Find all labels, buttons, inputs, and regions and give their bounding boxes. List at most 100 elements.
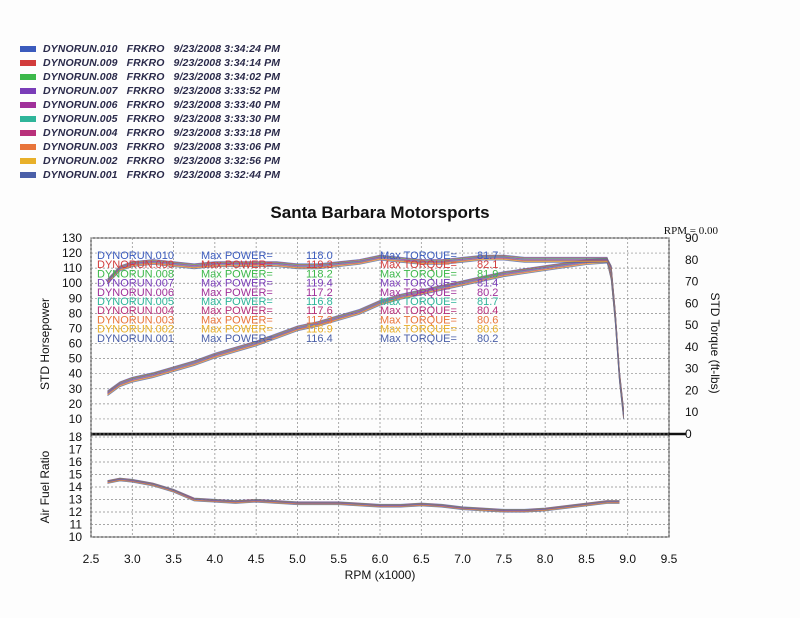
y-tick-label-left: 80 — [69, 306, 83, 320]
horsepower-line — [107, 260, 624, 413]
legend-label: DYNORUN.006 FRKRO 9/23/2008 3:33:40 PM — [43, 99, 281, 111]
legend-swatch — [20, 46, 36, 52]
horsepower-line — [107, 262, 624, 414]
afr-line — [107, 480, 620, 513]
annotation-torque-label: Max TORQUE= — [380, 268, 457, 280]
annotation-torque-label: Max TORQUE= — [380, 296, 457, 308]
annotation-torque-label: Max TORQUE= — [380, 305, 457, 317]
annotation-power-label: Max POWER= — [201, 278, 273, 290]
afr-tick-label: 15 — [69, 468, 83, 482]
legend-swatch — [20, 144, 36, 150]
annotation-run: DYNORUN.003 — [97, 314, 174, 326]
legend-swatch — [20, 116, 36, 122]
x-tick-label: 6.5 — [413, 552, 430, 566]
legend-swatch — [20, 172, 36, 178]
annotation-run: DYNORUN.005 — [97, 296, 174, 308]
torque-line — [107, 256, 624, 417]
x-tick-label: 4.0 — [207, 552, 224, 566]
torque-line — [107, 257, 624, 418]
x-tick-label: 2.5 — [83, 552, 100, 566]
torque-line — [107, 255, 624, 416]
annotation-power-label: Max POWER= — [201, 259, 273, 271]
legend-label: DYNORUN.003 FRKRO 9/23/2008 3:33:06 PM — [43, 141, 281, 153]
torque-line — [107, 255, 624, 415]
y-tick-label-right: 20 — [685, 383, 699, 397]
legend-item: DYNORUN.009 FRKRO 9/23/2008 3:34:14 PM — [20, 56, 280, 70]
annotation-run: DYNORUN.004 — [97, 305, 174, 317]
legend-swatch — [20, 60, 36, 66]
y-tick-label-right: 40 — [685, 340, 699, 354]
legend-label: DYNORUN.005 FRKRO 9/23/2008 3:33:30 PM — [43, 113, 281, 125]
annotation-power-value: 117.6 — [306, 305, 333, 317]
horsepower-line — [107, 262, 624, 414]
legend-item: DYNORUN.002 FRKRO 9/23/2008 3:32:56 PM — [20, 154, 280, 168]
annotation-power-label: Max POWER= — [201, 305, 273, 317]
annotation-torque-label: Max TORQUE= — [380, 259, 457, 271]
torque-line — [107, 259, 624, 420]
y-tick-label-left: 40 — [69, 367, 83, 381]
y-tick-label-right: 0 — [685, 427, 692, 441]
afr-tick-label: 18 — [69, 430, 83, 444]
annotation-torque-label: Max TORQUE= — [380, 278, 457, 290]
torque-line — [107, 254, 624, 415]
torque-line — [107, 259, 624, 419]
annotation-power-label: Max POWER= — [201, 296, 273, 308]
legend-label: DYNORUN.001 FRKRO 9/23/2008 3:32:44 PM — [43, 169, 281, 181]
annotation-torque-value: 81.4 — [477, 278, 498, 290]
annotation-run: DYNORUN.009 — [97, 259, 174, 271]
annotation-run: DYNORUN.002 — [97, 324, 174, 336]
legend-label: DYNORUN.008 FRKRO 9/23/2008 3:34:02 PM — [43, 71, 281, 83]
annotation-power-label: Max POWER= — [201, 287, 273, 299]
horsepower-line — [107, 259, 624, 411]
x-tick-label: 5.5 — [330, 552, 347, 566]
series-lines — [107, 254, 624, 513]
annotation-power-label: Max POWER= — [201, 250, 273, 262]
annotation-torque-label: Max TORQUE= — [380, 250, 457, 262]
legend-swatch — [20, 158, 36, 164]
y-tick-label-left: 70 — [69, 321, 83, 335]
x-tick-label: 8.5 — [578, 552, 595, 566]
afr-line — [107, 479, 620, 512]
annotation-power-value: 118.0 — [306, 250, 333, 262]
x-tick-label: 6.0 — [372, 552, 389, 566]
legend-item: DYNORUN.010 FRKRO 9/23/2008 3:34:24 PM — [20, 42, 280, 56]
chart-title: Santa Barbara Motorsports — [270, 203, 489, 222]
y-tick-label-right: 10 — [685, 405, 699, 419]
annotation-power-value: 119.4 — [306, 278, 333, 290]
legend-item: DYNORUN.003 FRKRO 9/23/2008 3:33:06 PM — [20, 140, 280, 154]
legend-label: DYNORUN.002 FRKRO 9/23/2008 3:32:56 PM — [43, 155, 281, 167]
legend-item: DYNORUN.008 FRKRO 9/23/2008 3:34:02 PM — [20, 70, 280, 84]
y-tick-label-right: 60 — [685, 296, 699, 310]
legend-swatch — [20, 130, 36, 136]
annotation-torque-value: 82.1 — [477, 259, 498, 271]
x-tick-labels: 2.5 3.0 3.5 4.0 4.5 5.0 5.5 6.0 6.5 7.0 7.5 8.0 8.5 9… — [83, 552, 678, 566]
legend-swatch — [20, 74, 36, 80]
legend-item: DYNORUN.007 FRKRO 9/23/2008 3:33:52 PM — [20, 84, 280, 98]
x-tick-label: 7.5 — [496, 552, 513, 566]
afr-tick-label: 12 — [69, 505, 83, 519]
x-tick-label: 9.0 — [619, 552, 636, 566]
annotation-torque-value: 80.2 — [477, 333, 498, 345]
annotation-run: DYNORUN.001 — [97, 333, 174, 345]
annotation-torque-value: 80.6 — [477, 324, 498, 336]
annotation-power-value: 119.3 — [306, 259, 333, 271]
annotation-power-value: 117.2 — [306, 287, 333, 299]
afr-tick-label: 14 — [69, 480, 83, 494]
annotation-power-value: 116.4 — [306, 333, 333, 345]
annotation-power-value: 117.3 — [306, 314, 333, 326]
y-tick-label-right: 50 — [685, 318, 699, 332]
y-tick-label-right: 70 — [685, 275, 699, 289]
legend-label: DYNORUN.004 FRKRO 9/23/2008 3:33:18 PM — [43, 127, 281, 139]
legend-label: DYNORUN.007 FRKRO 9/23/2008 3:33:52 PM — [43, 85, 281, 97]
x-tick-label: 9.5 — [661, 552, 678, 566]
y-tick-label-left: 10 — [69, 412, 83, 426]
x-tick-label: 7.0 — [454, 552, 471, 566]
y-tick-label-left: 90 — [69, 291, 83, 305]
y-axis-label-left: STD Horsepower — [38, 298, 52, 390]
legend-item: DYNORUN.004 FRKRO 9/23/2008 3:33:18 PM — [20, 126, 280, 140]
annotation-power-value: 116.9 — [306, 324, 333, 336]
afr-axis-label: Air Fuel Ratio — [38, 450, 52, 523]
legend-item: DYNORUN.005 FRKRO 9/23/2008 3:33:30 PM — [20, 112, 280, 126]
torque-line — [107, 258, 624, 419]
